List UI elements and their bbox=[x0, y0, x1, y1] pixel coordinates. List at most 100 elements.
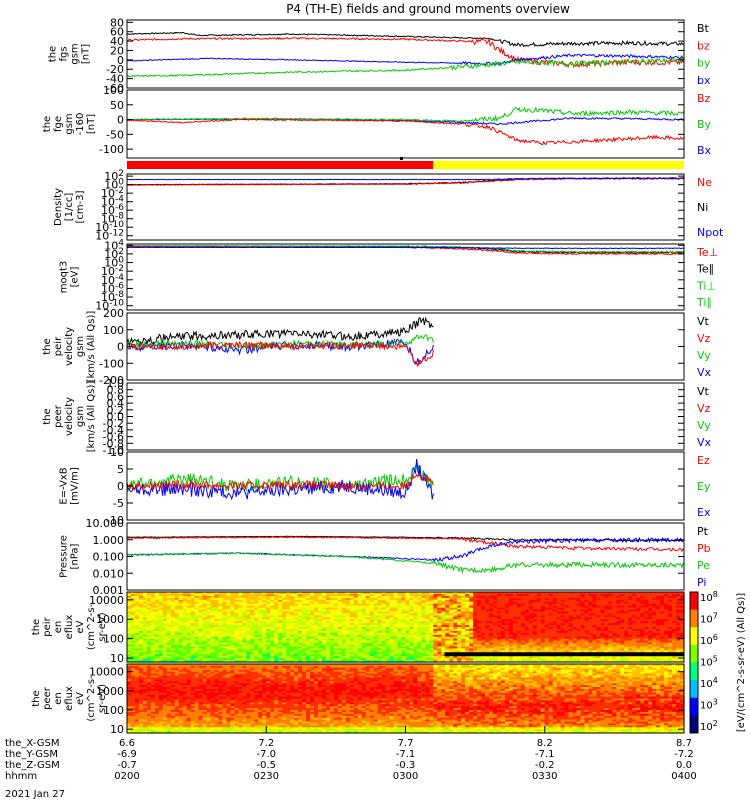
panel-frame bbox=[126, 19, 685, 89]
legend-entry: Ez bbox=[697, 454, 710, 467]
x-row-label: the_Y-GSM bbox=[5, 749, 58, 760]
legend-entry: Pi bbox=[697, 576, 706, 589]
y-tick-label: -20 bbox=[106, 63, 124, 76]
y-tick-label: -5 bbox=[113, 497, 124, 510]
y-tick-label: -60 bbox=[106, 82, 124, 95]
y-tick-label: 10-10 bbox=[95, 299, 124, 313]
y-axis-label: eV bbox=[75, 692, 86, 705]
phase-bar bbox=[127, 157, 684, 169]
series-line-p3-1 bbox=[126, 177, 685, 186]
y-tick-label: 100 bbox=[104, 256, 124, 270]
panel-s2: 10000 1000 100 10 the peer en eflux eV (cm^2-s-sr… bbox=[31, 663, 685, 736]
y-tick-label: 102 bbox=[104, 169, 124, 183]
y-axis-label: (cm^2-s- bbox=[86, 603, 97, 650]
y-tick-label: -100 bbox=[99, 143, 124, 156]
legend-entry: Vy bbox=[697, 349, 711, 362]
x-tick-label: 0230 bbox=[254, 771, 279, 782]
y-tick-label: 104 bbox=[104, 238, 124, 252]
spectrogram-s1 bbox=[127, 592, 685, 663]
y-axis-label: peir bbox=[53, 336, 64, 356]
y-axis-label: [cm-3] bbox=[75, 190, 86, 223]
y-axis-label: eflux bbox=[64, 686, 75, 711]
y-axis-label: fge bbox=[53, 116, 64, 132]
x-tick-label: -7.1 bbox=[535, 749, 555, 760]
legend-entry: Vt bbox=[697, 385, 710, 398]
legend-entry: Te⊥ bbox=[696, 246, 718, 259]
series-line-p2-1 bbox=[126, 106, 685, 123]
legend-entry: Vx bbox=[697, 436, 712, 449]
y-tick-label: -0.6 bbox=[103, 431, 124, 444]
y-axis-label: peer bbox=[42, 686, 53, 710]
y-axis-label: gsm bbox=[70, 43, 81, 64]
legend-entry: Ti⊥ bbox=[696, 279, 716, 292]
panel-s1: 10000 1000 100 10 the peir en eflux eV (cm^2-s-sr… bbox=[31, 591, 685, 665]
x-row-label: the_Z-GSM bbox=[5, 760, 60, 771]
x-tick-label: -0.5 bbox=[256, 760, 276, 771]
y-tick-label: 50 bbox=[110, 99, 124, 112]
y-axis-label: en bbox=[53, 621, 64, 634]
y-tick-label: 102 bbox=[104, 247, 124, 261]
y-axis-label: [nPa] bbox=[70, 543, 81, 569]
y-tick-label: 10 bbox=[110, 446, 124, 459]
y-tick-label: 0.0 bbox=[107, 411, 125, 424]
y-axis-label: [nT] bbox=[86, 114, 97, 134]
y-tick-label: 10-8 bbox=[101, 290, 124, 304]
panel-p7: 10 5 0 -5 -10 E=-VxB [mV/m] Ez Ey Ex bbox=[59, 446, 711, 527]
series-line-p3-2 bbox=[127, 177, 685, 181]
series-line-p1-2 bbox=[126, 53, 685, 66]
series-line-p8-1 bbox=[126, 536, 685, 553]
y-tick-label: 0 bbox=[117, 480, 124, 493]
y-axis-label: eV bbox=[75, 620, 86, 633]
y-tick-label: 0.2 bbox=[107, 404, 125, 417]
series-line-p4-3 bbox=[126, 246, 685, 250]
colorbar-tick: 104 bbox=[700, 676, 718, 690]
x-tick-label: 8.7 bbox=[676, 738, 692, 749]
y-axis-label: [km/s (All Qs)] bbox=[86, 381, 97, 453]
panel-frame bbox=[126, 89, 685, 159]
y-tick-label: 1.000 bbox=[93, 534, 125, 547]
x-tick-label: -6.9 bbox=[117, 749, 137, 760]
panel-p5: 200 100 0 -100 -200 the peir velocity gsm [km/s (… bbox=[42, 307, 712, 387]
x-tick-label: -7.2 bbox=[674, 749, 694, 760]
series-line-p8-3 bbox=[126, 551, 685, 575]
legend-entry: Vz bbox=[697, 332, 711, 345]
y-tick-label: 0.4 bbox=[107, 397, 125, 410]
colorbar-tick: 108 bbox=[700, 590, 718, 604]
y-tick-label: 0.6 bbox=[107, 390, 125, 403]
y-axis-label: -160 bbox=[75, 113, 86, 136]
x-tick-label: 0330 bbox=[532, 771, 557, 782]
y-tick-label: 0 bbox=[117, 54, 124, 67]
y-tick-label: 10-2 bbox=[101, 264, 124, 278]
x-tick-label: -0.7 bbox=[117, 760, 137, 771]
y-tick-label: 100 bbox=[103, 324, 124, 337]
y-tick-label: 0 bbox=[117, 341, 124, 354]
y-tick-label: 5 bbox=[117, 463, 124, 476]
y-tick-label: 10000 bbox=[89, 594, 124, 607]
x-tick-label: 0400 bbox=[671, 771, 696, 782]
y-axis-label: the bbox=[48, 46, 59, 62]
y-tick-label: 20 bbox=[110, 44, 124, 57]
plot-title: P4 (TH-E) fields and ground moments over… bbox=[286, 2, 570, 16]
x-tick-label: -7.0 bbox=[256, 749, 276, 760]
y-tick-label: -40 bbox=[106, 73, 124, 86]
x-tick-label: -0.3 bbox=[396, 760, 416, 771]
series-line-p7-1 bbox=[126, 459, 434, 501]
series-line-p5-2 bbox=[126, 334, 434, 351]
y-axis-label: gsm bbox=[64, 113, 75, 134]
spectrogram-s2 bbox=[127, 664, 685, 734]
x-row-label: the_X-GSM bbox=[5, 738, 59, 749]
series-line-p5-3 bbox=[126, 340, 434, 368]
y-tick-label: 80 bbox=[110, 16, 124, 29]
y-tick-label: 0.001 bbox=[93, 584, 125, 597]
colorbar-tick: 103 bbox=[700, 698, 718, 712]
y-axis-label: the bbox=[31, 690, 42, 706]
legend-entry: Ex bbox=[697, 506, 711, 519]
y-axis-label: [nT] bbox=[81, 44, 92, 64]
series-line-p1-3 bbox=[126, 56, 685, 78]
panel-frame bbox=[126, 382, 685, 451]
y-tick-label: 40 bbox=[110, 35, 124, 48]
colorbar-tick: 106 bbox=[700, 633, 718, 647]
y-tick-label: 10-4 bbox=[101, 195, 124, 209]
